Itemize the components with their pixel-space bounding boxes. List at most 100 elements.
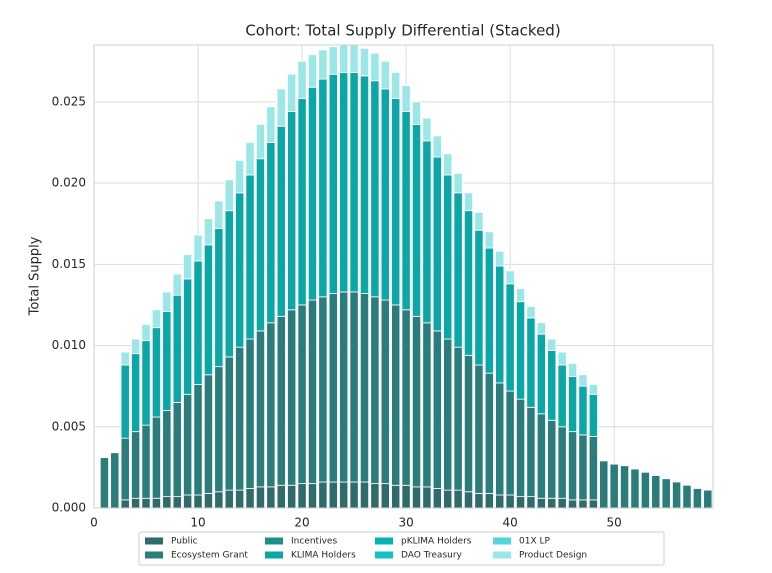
bar-segment (401, 484, 411, 509)
bar-segment (255, 124, 266, 160)
bar-segment (547, 338, 557, 351)
bar-segment (495, 250, 505, 267)
bar-segment (349, 44, 359, 74)
bar-segment (588, 436, 598, 501)
bar-segment (411, 486, 422, 509)
legend-swatch (493, 537, 511, 545)
bar-segment (557, 497, 567, 509)
bar-segment (463, 210, 474, 356)
bar-segment (297, 60, 307, 100)
bar-segment (422, 117, 432, 142)
bars (99, 44, 713, 509)
legend-label: Incentives (291, 537, 337, 547)
bar-segment (526, 406, 536, 498)
bar-segment (193, 260, 203, 385)
bar-segment (401, 111, 411, 311)
bar-segment (588, 499, 598, 509)
bar-segment (692, 488, 702, 509)
bar-segment (474, 229, 484, 366)
bar-segment (339, 481, 349, 509)
bar-segment (672, 481, 682, 509)
bar-segment (515, 288, 526, 303)
bar-segment (380, 88, 390, 301)
bar-segment (515, 496, 526, 509)
bar-segment (536, 497, 546, 509)
bar-segment (515, 301, 526, 400)
bar-segment (110, 452, 120, 509)
bar-segment (359, 481, 370, 509)
bar-segment (495, 265, 505, 384)
bar-segment (318, 296, 328, 483)
bar-segment (567, 499, 578, 509)
y-axis-label: Total Supply (28, 236, 43, 316)
bar-segment (401, 309, 411, 486)
bar-segment (172, 496, 182, 509)
bar-segment (99, 457, 109, 509)
bar-segment (276, 88, 286, 127)
bar-segment (266, 486, 276, 509)
bar-segment (505, 390, 515, 496)
bar-segment (328, 46, 338, 75)
bar-segment (318, 78, 328, 298)
bar-segment (328, 481, 338, 509)
bar-segment (495, 494, 505, 509)
x-tick-label: 20 (294, 516, 309, 530)
bar-segment (505, 494, 515, 509)
bar-segment (547, 350, 557, 421)
legend-swatch (493, 551, 511, 559)
bar-segment (307, 86, 318, 301)
bar-segment (640, 471, 650, 509)
bar-segment (651, 475, 661, 509)
bar-segment (578, 385, 588, 436)
bar-segment (276, 484, 286, 509)
bar-segment (287, 484, 297, 509)
bar-segment (131, 497, 141, 509)
bar-segment (474, 364, 484, 494)
bar-segment (224, 356, 234, 491)
bar-segment (453, 192, 463, 348)
bar-segment (630, 468, 640, 509)
x-tick-label: 50 (607, 516, 622, 530)
bar-segment (380, 299, 390, 485)
bar-segment (380, 483, 390, 509)
legend-swatch (145, 551, 163, 559)
bar-segment (557, 426, 567, 499)
bar-segment (203, 244, 213, 376)
bar-segment (474, 211, 484, 231)
bar-segment (183, 254, 193, 280)
y-tick-label: 0.005 (52, 419, 86, 433)
bar-segment (557, 364, 567, 428)
bar-segment (120, 437, 130, 501)
bar-segment (151, 327, 161, 418)
plot-frame (93, 44, 714, 509)
bar-segment (588, 384, 598, 395)
bar-segment (339, 72, 349, 293)
bar-segment (214, 200, 224, 229)
legend-swatch (265, 551, 283, 559)
bar-segment (380, 60, 390, 90)
legend-label: Public (171, 537, 198, 547)
bar-segment (370, 296, 380, 485)
bar-segment (474, 492, 484, 509)
bar-segment (432, 330, 442, 489)
bar-segment (162, 291, 172, 312)
bar-segment (432, 156, 442, 332)
bar-segment (193, 234, 203, 262)
bar-segment (453, 489, 463, 509)
bar-segment (245, 174, 255, 340)
bar-segment (370, 52, 380, 82)
bar-segment (235, 346, 245, 491)
legend-label: KLIMA Holders (291, 551, 356, 561)
bar-segment (505, 283, 515, 392)
bar-segment (224, 489, 234, 509)
y-tick-label: 0.020 (52, 176, 86, 190)
bar-segment (328, 73, 338, 294)
bar-segment (141, 340, 151, 426)
bar-segment (526, 496, 536, 509)
bar-segment (578, 499, 588, 509)
bar-segment (245, 142, 255, 176)
legend-label: Product Design (519, 551, 587, 561)
bar-segment (505, 270, 515, 285)
bar-segment (287, 111, 297, 311)
bar-segment (578, 434, 588, 501)
